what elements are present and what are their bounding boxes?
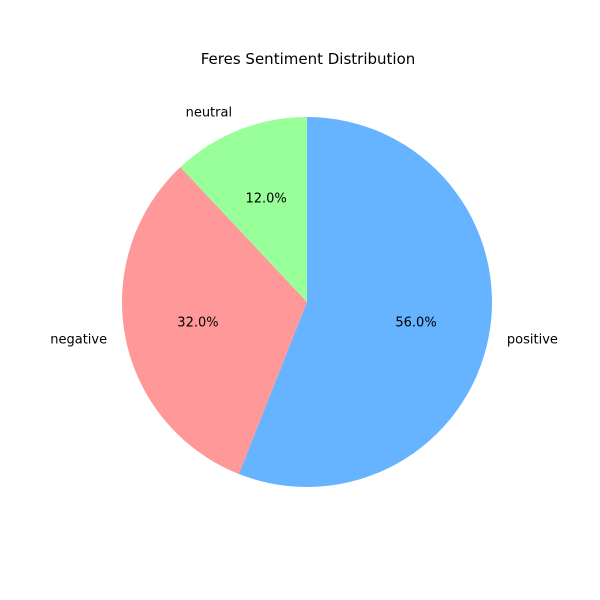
pie-slice-negative <box>122 167 307 475</box>
slice-pct-positive: 56.0% <box>395 315 436 330</box>
slice-pct-neutral: 12.0% <box>245 191 286 206</box>
slice-label-neutral: neutral <box>186 105 233 120</box>
pie-slice-neutral <box>180 117 307 302</box>
slice-pct-negative: 32.0% <box>177 315 218 330</box>
pie-slice-positive <box>238 117 493 487</box>
slice-label-negative: negative <box>50 333 107 348</box>
pie-slices <box>122 117 493 487</box>
chart-title: Feres Sentiment Distribution <box>201 50 416 68</box>
slice-label-positive: positive <box>507 333 558 348</box>
pie-labels: positive 56.0% negative 32.0% neutral 12.0% <box>50 105 558 347</box>
